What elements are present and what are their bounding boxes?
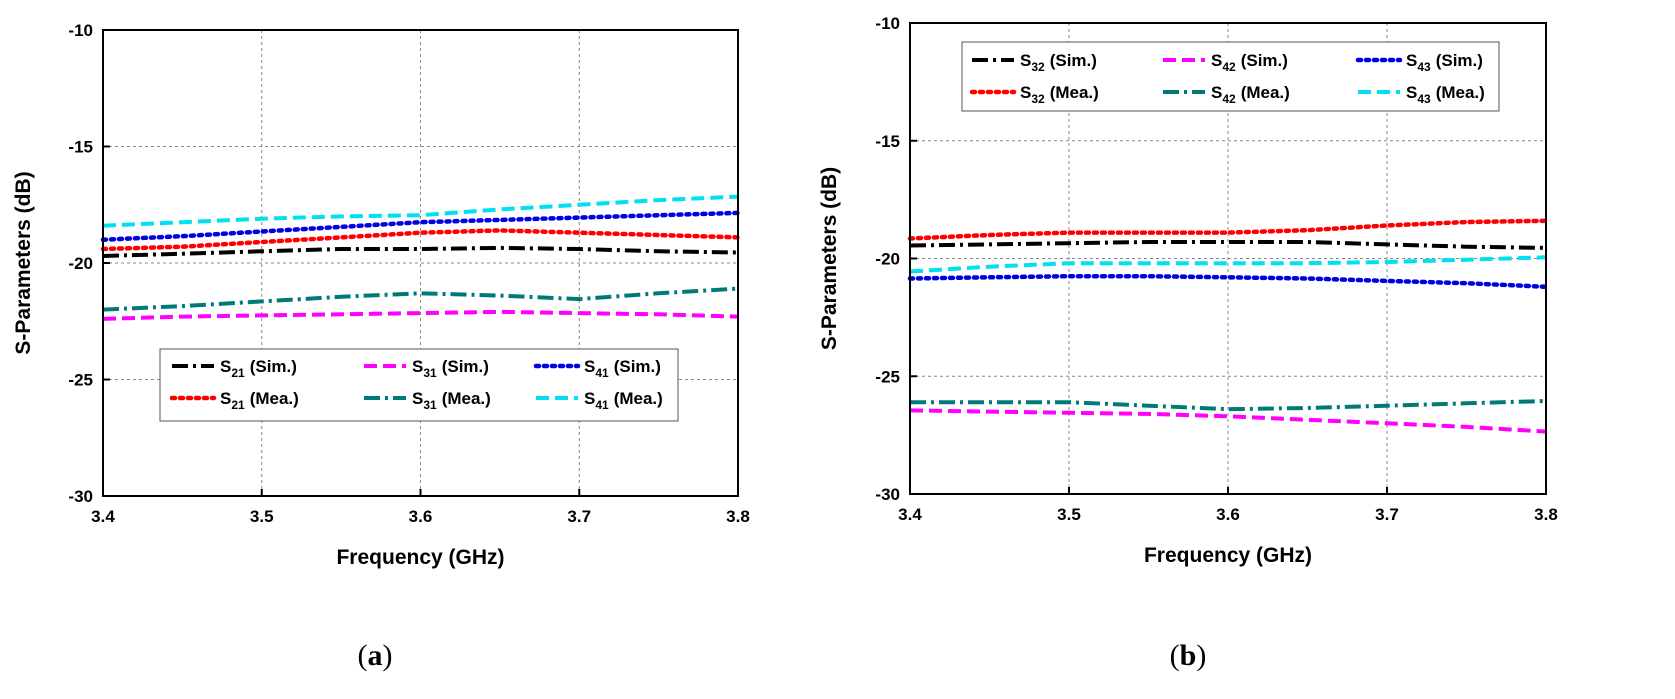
- legend-entry: S41 (Mea.): [584, 389, 663, 412]
- y-tick-label: -10: [875, 14, 900, 33]
- y-axis-title: S-Parameters (dB): [818, 167, 841, 350]
- x-tick-label: 3.4: [898, 505, 922, 524]
- chart-panel-a: 3.4 3.5 3.6 3.7 3.8 -30 -25 -20 -15 -10 Frequency …: [12, 21, 750, 672]
- panel-label-letter: b: [1180, 639, 1197, 672]
- series-line-s42-mea: [910, 399, 1547, 412]
- series-line-s42-sim: [909, 408, 1547, 434]
- legend-entry: S43 (Mea.): [1406, 83, 1485, 106]
- legend-entry: S41 (Sim.): [584, 357, 661, 380]
- legend-entry-suffix: (Sim.): [614, 357, 661, 376]
- legend: S32 (Sim.)S32 (Mea.)S42 (Sim.)S42 (Mea.)S43(…: [961, 41, 1500, 112]
- legend-entry: S43 (Sim.): [1406, 51, 1483, 74]
- legend-entry-suffix: (Mea.): [1241, 83, 1290, 102]
- legend-entry-subscript: 31: [423, 398, 437, 412]
- y-tick-label: -10: [68, 21, 93, 40]
- legend-entry-main: S: [1211, 83, 1222, 102]
- legend-entry-suffix: (Mea.): [1050, 83, 1099, 102]
- x-tick-label: 3.6: [409, 507, 433, 526]
- legend-entry: S32 (Mea.): [1020, 83, 1099, 106]
- legend-entry-subscript: 43: [1417, 60, 1431, 74]
- y-tick-label: -25: [875, 367, 900, 386]
- legend-box: [159, 348, 679, 422]
- x-tick-label: 3.7: [1375, 505, 1399, 524]
- x-axis-title: Frequency (GHz): [1144, 544, 1312, 567]
- legend-entry-main: S: [412, 389, 423, 408]
- legend-entry-subscript: 43: [1417, 92, 1431, 106]
- legend-box: [961, 41, 1500, 112]
- legend-entry-suffix: (Mea.): [1436, 83, 1485, 102]
- x-axis-title: Frequency (GHz): [336, 546, 504, 569]
- series-line-s41-sim: [100, 210, 741, 242]
- series-line-s21-mea: [100, 228, 741, 252]
- legend-entry-suffix: (Mea.): [250, 389, 299, 408]
- legend-entry-subscript: 41: [595, 398, 609, 412]
- x-tick-label: 3.5: [1057, 505, 1081, 524]
- legend-entry-suffix: (Mea.): [442, 389, 491, 408]
- legend-entry: S31 (Sim.): [412, 357, 489, 380]
- x-tick-label: 3.8: [1534, 505, 1558, 524]
- legend-entry-main: S: [1020, 51, 1031, 70]
- x-tick-label: 3.8: [726, 507, 750, 526]
- y-tick-label: -15: [68, 138, 93, 157]
- legend-entry-subscript: 41: [595, 366, 609, 380]
- legend-entry: S42 (Mea.): [1211, 83, 1290, 106]
- x-tick-label: 3.4: [91, 507, 115, 526]
- legend-entry: S32 (Sim.): [1020, 51, 1097, 74]
- panel-label: (b): [1170, 639, 1207, 672]
- legend-entry-suffix: (Sim.): [1436, 51, 1483, 70]
- series-line-s31-mea: [102, 286, 739, 312]
- x-tick-label: 3.7: [567, 507, 591, 526]
- y-tick-label: -30: [875, 485, 900, 504]
- legend-entry-main: S: [220, 389, 231, 408]
- series-line-s32-mea: [907, 218, 1549, 241]
- y-tick-label: -20: [68, 254, 93, 273]
- legend-entry-main: S: [412, 357, 423, 376]
- legend-entry-suffix: (Sim.): [250, 357, 297, 376]
- series-line-s41-mea: [102, 194, 739, 228]
- legend-entry-main: S: [584, 357, 595, 376]
- legend-entry-suffix: (Sim.): [1241, 51, 1288, 70]
- legend-entry-suffix: (Mea.): [614, 389, 663, 408]
- legend-entry-suffix: (Sim.): [1050, 51, 1097, 70]
- legend-entry-main: S: [584, 389, 595, 408]
- legend-entry-subscript: 31: [423, 366, 437, 380]
- legend-entry-main: S: [1211, 51, 1222, 70]
- series-line-s31-sim: [102, 309, 739, 321]
- legend-entry: S21 (Sim.): [220, 357, 297, 380]
- series-line-s21-sim: [102, 245, 739, 258]
- legend-entry: S42 (Sim.): [1211, 51, 1288, 74]
- legend-entry-subscript: 42: [1222, 60, 1236, 74]
- legend-entry-main: S: [1406, 51, 1417, 70]
- y-tick-label: -15: [875, 132, 900, 151]
- series-line-s43-mea: [909, 255, 1547, 274]
- y-tick-label: -20: [875, 250, 900, 269]
- y-axis-title: S-Parameters (dB): [12, 171, 35, 354]
- x-tick-label: 3.6: [1216, 505, 1240, 524]
- panel-label: (a): [358, 639, 393, 672]
- legend: S21 (Sim.)S21 (Mea.)S31 (Sim.)S31 (Mea.)S41(…: [159, 348, 679, 422]
- chart-panel-b: 3.4 3.5 3.6 3.7 3.8 -30 -25 -20 -15 -10 Frequency …: [818, 14, 1558, 672]
- legend-entry-subscript: 32: [1031, 60, 1045, 74]
- legend-entry: S21 (Mea.): [220, 389, 299, 412]
- legend-entry-main: S: [1406, 83, 1417, 102]
- legend-entry-main: S: [220, 357, 231, 376]
- y-tick-label: -30: [68, 487, 93, 506]
- legend-entry-subscript: 42: [1222, 92, 1236, 106]
- legend-entry-subscript: 32: [1031, 92, 1045, 106]
- legend-entry: S31 (Mea.): [412, 389, 491, 412]
- legend-entry-suffix: (Sim.): [442, 357, 489, 376]
- series-line-s32-sim: [909, 240, 1547, 250]
- panel-label-letter: a: [368, 639, 383, 672]
- legend-entry-subscript: 21: [231, 366, 245, 380]
- y-tick-label: -25: [68, 371, 93, 390]
- legend-entry-main: S: [1020, 83, 1031, 102]
- x-tick-label: 3.5: [250, 507, 274, 526]
- legend-entry-subscript: 21: [231, 398, 245, 412]
- series-line-s43-sim: [907, 273, 1549, 290]
